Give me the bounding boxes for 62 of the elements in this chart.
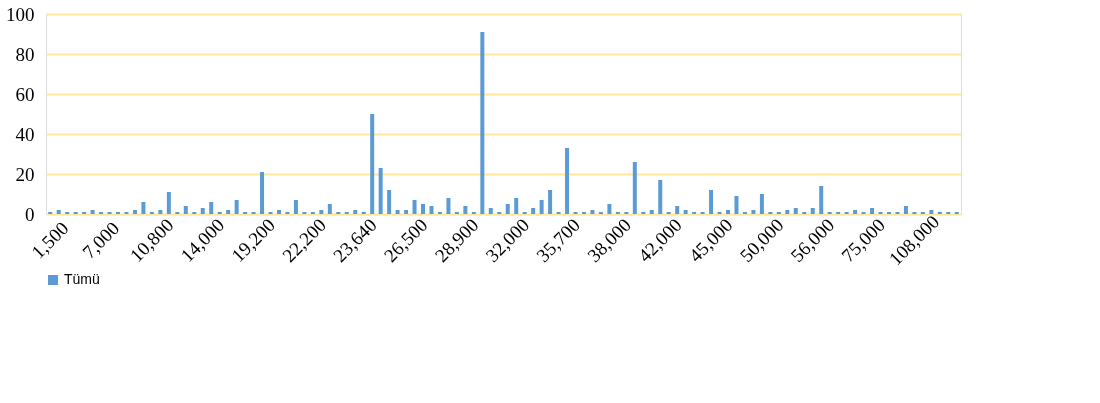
y-tick-label: 0 xyxy=(25,203,35,225)
bar xyxy=(387,190,392,214)
bar xyxy=(539,200,544,214)
bar xyxy=(870,208,875,214)
y-tick-label: 60 xyxy=(15,83,35,105)
bar xyxy=(751,210,756,214)
bar xyxy=(404,210,409,214)
bar xyxy=(353,210,358,214)
bar xyxy=(480,32,485,214)
bar xyxy=(675,206,680,214)
bar xyxy=(132,210,137,214)
bar xyxy=(429,206,434,214)
bar xyxy=(463,206,468,214)
bar xyxy=(260,172,265,214)
bar xyxy=(319,210,324,214)
bar xyxy=(200,208,205,214)
bar xyxy=(810,208,815,214)
y-tick-label: 80 xyxy=(15,43,35,65)
bar xyxy=(683,210,688,214)
bar xyxy=(395,210,400,214)
bar xyxy=(793,208,798,214)
y-tick-label: 100 xyxy=(6,3,35,25)
bar xyxy=(734,196,739,214)
bar xyxy=(412,200,417,214)
bar xyxy=(505,204,510,214)
bar xyxy=(658,180,663,214)
bar xyxy=(209,202,214,214)
bar xyxy=(183,206,188,214)
bar xyxy=(56,210,61,214)
bar xyxy=(565,148,570,214)
bar xyxy=(514,198,519,214)
bar xyxy=(853,210,858,214)
bar xyxy=(158,210,163,214)
bar xyxy=(327,204,332,214)
bar xyxy=(421,204,426,214)
bar xyxy=(590,210,595,214)
bar xyxy=(548,190,553,214)
bar xyxy=(785,210,790,214)
bar xyxy=(903,206,908,214)
bar xyxy=(234,200,239,214)
bar xyxy=(293,200,298,214)
bar xyxy=(488,208,493,214)
bar xyxy=(929,210,934,214)
bar xyxy=(370,114,375,214)
bar xyxy=(378,168,383,214)
bar xyxy=(276,210,281,214)
bar xyxy=(726,210,731,214)
y-tick-label: 40 xyxy=(15,123,35,145)
bar xyxy=(649,210,654,214)
y-tick-label: 20 xyxy=(15,163,35,185)
bar xyxy=(607,204,612,214)
bar xyxy=(446,198,451,214)
bar xyxy=(226,210,231,214)
bar xyxy=(531,208,536,214)
bar xyxy=(90,210,95,214)
bar xyxy=(709,190,714,214)
bar xyxy=(141,202,146,214)
bar xyxy=(759,194,764,214)
bar xyxy=(166,192,171,214)
legend-label: Tümü xyxy=(64,271,100,287)
bar xyxy=(819,186,824,214)
bar xyxy=(632,162,637,214)
